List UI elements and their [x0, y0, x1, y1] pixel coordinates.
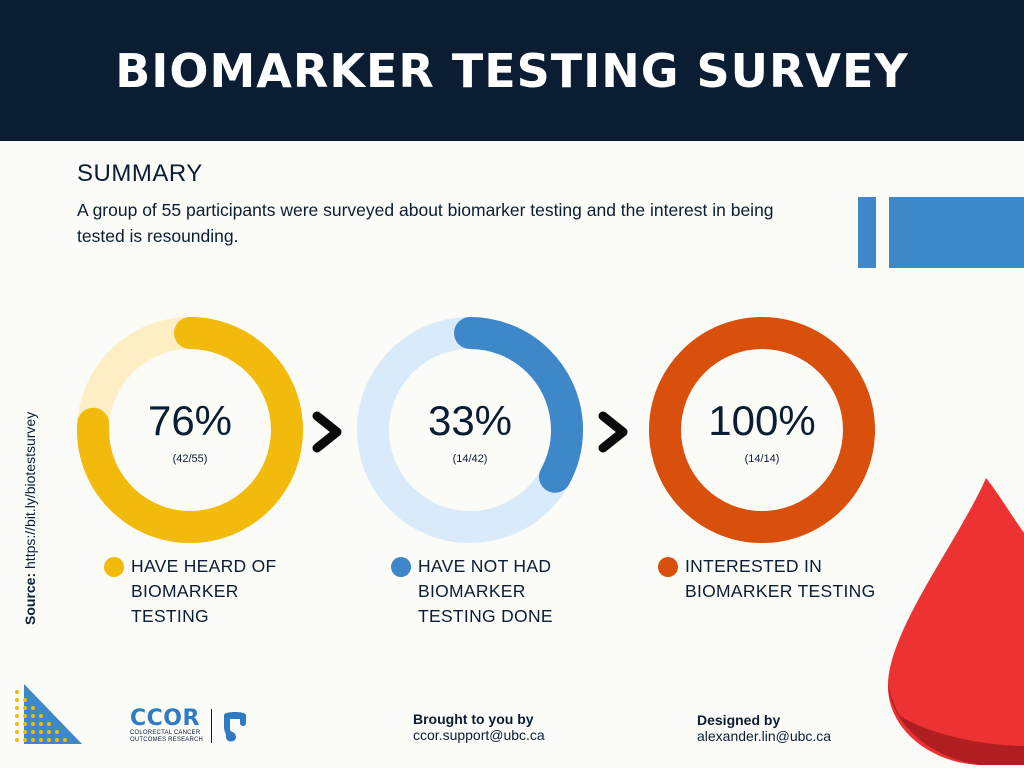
logo-divider: [211, 709, 213, 743]
ring-svg: [357, 317, 583, 543]
colon-icon: [224, 712, 247, 742]
chevron-right-icon: [598, 411, 628, 453]
brought-by-email[interactable]: ccor.support@ubc.ca: [413, 727, 545, 743]
fraction-value: (42/55): [172, 453, 208, 465]
source-note: Source: https://bit.ly/biotestsurvey: [22, 412, 38, 625]
org-long-name-line2: OUTCOMES RESEARCH: [130, 737, 204, 743]
legend-line: BIOMARKER: [131, 581, 239, 601]
ccor-logo: CCOR COLORECTAL CANCER OUTCOMES RESEARCH: [130, 708, 250, 744]
header-banner: BIOMARKER TESTING SURVEY: [0, 0, 1024, 141]
ring-chart-not-tested: 33% (14/42): [355, 315, 585, 545]
org-long-name-line1: COLORECTAL CANCER: [130, 730, 201, 736]
fraction-value: (14/42): [452, 453, 488, 465]
legend-line: TESTING DONE: [418, 606, 553, 626]
ring-chart-heard: 76% (42/55): [75, 315, 305, 545]
ring-progress: [649, 317, 875, 543]
summary-text: A group of 55 participants were surveyed…: [77, 200, 774, 246]
legend-line: HAVE HEARD OF: [131, 556, 277, 576]
ring-progress: [357, 317, 583, 543]
org-short-name: CCOR: [130, 706, 200, 731]
legend-line: BIOMARKER: [418, 581, 526, 601]
dotted-triangle-icon: [15, 684, 82, 744]
chevron-right-icon: [312, 411, 342, 453]
designed-by-email[interactable]: alexander.lin@ubc.ca: [697, 728, 832, 744]
brought-by-label: Brought to you by: [413, 711, 534, 727]
percent-value: 100%: [708, 397, 816, 444]
legend-not-tested: HAVE NOT HAD BIOMARKER TESTING DONE: [391, 554, 553, 629]
fraction-value: (14/14): [744, 453, 780, 465]
ring-progress: [77, 317, 303, 543]
legend-line: HAVE NOT HAD: [418, 556, 552, 576]
legend-line: BIOMARKER TESTING: [685, 581, 876, 601]
legend-line: TESTING: [131, 606, 209, 626]
summary-heading: SUMMARY: [77, 160, 203, 187]
page-title: BIOMARKER TESTING SURVEY: [115, 43, 909, 98]
source-label: Source:: [22, 572, 38, 625]
brought-by-credit: Brought to you by ccor.support@ubc.ca: [413, 711, 545, 743]
source-url: https://bit.ly/biotestsurvey: [22, 411, 38, 569]
legend-interested: INTERESTED IN BIOMARKER TESTING: [658, 554, 876, 604]
designed-by-credit: Designed by alexander.lin@ubc.ca: [697, 712, 831, 744]
decorative-bar-narrow: [858, 197, 876, 268]
blood-drop-icon: [887, 478, 1024, 765]
legend-heard: HAVE HEARD OF BIOMARKER TESTING: [104, 554, 277, 629]
legend-dot: [104, 557, 124, 577]
ring-svg: [649, 317, 875, 543]
designed-by-label: Designed by: [697, 712, 781, 728]
decorative-bar-wide: [889, 197, 1024, 268]
ring-chart-interested: 100% (14/14): [647, 315, 877, 545]
legend-dot: [658, 557, 678, 577]
legend-line: INTERESTED IN: [685, 556, 823, 576]
legend-dot: [391, 557, 411, 577]
percent-value: 33%: [427, 397, 513, 444]
percent-value: 76%: [147, 397, 233, 444]
ring-svg: [77, 317, 303, 543]
